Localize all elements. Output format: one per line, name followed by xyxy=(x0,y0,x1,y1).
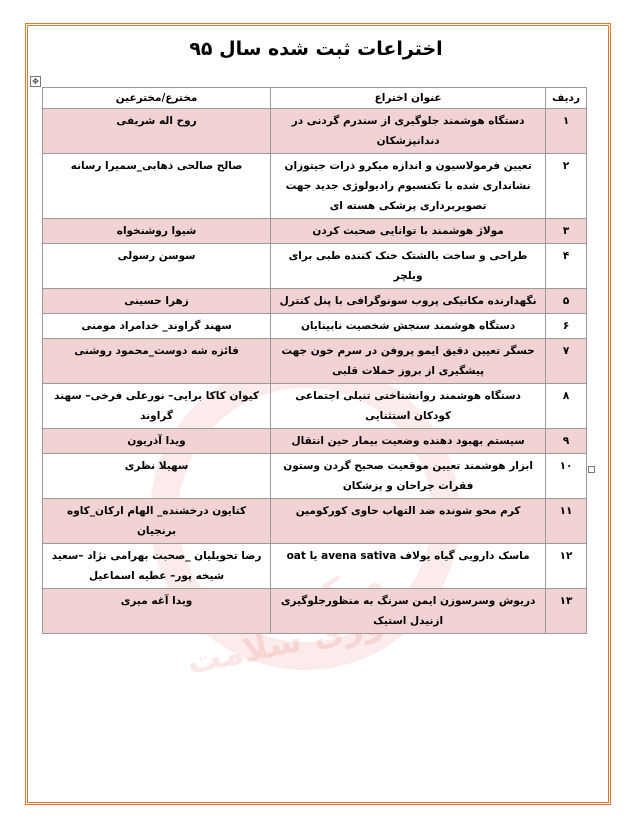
cell-invention: ماسک دارویی گیاه یولاف avena sativa یا o… xyxy=(270,543,547,589)
cell-index: ۶ xyxy=(545,313,587,339)
cell-index: ۱ xyxy=(545,108,587,154)
cell-invention: نگهدارنده مکانیکی پروب سونوگرافی با پنل … xyxy=(270,288,547,314)
cell-invention: ابزار هوشمند تعیین موقعیت صحیح گردن وستو… xyxy=(270,453,547,499)
cell-inventors: شیوا روشنخواه xyxy=(41,218,272,244)
cell-invention: حسگر تعیین دقیق ایمو پروفن در سرم خون جه… xyxy=(270,338,547,384)
page-title: اختراعات ثبت شده سال ۹۵ xyxy=(189,38,443,60)
cell-inventors: فائزه شه دوست_محمود روشنی xyxy=(41,338,272,384)
table-row: ۱۰ ابزار هوشمند تعیین موقعیت صحیح گردن وس… xyxy=(41,453,587,499)
cell-invention: دستگاه هوشمند سنجش شخصیت نابینایان xyxy=(270,313,547,339)
cell-invention: دستگاه هوشمند جلوگیری از سندرم گردنی در … xyxy=(270,108,547,154)
page-border xyxy=(25,23,611,805)
table-row: ۱۲ ماسک دارویی گیاه یولاف avena sativa یا… xyxy=(41,543,587,589)
table-row: ۲ تعیین فرمولاسیون و اندازه میکرو ذرات جی… xyxy=(41,153,587,219)
table-resize-handle[interactable] xyxy=(588,466,595,473)
table-row: ۱۳ دریوش وسرسوزن ایمن سرنگ به منظورجلوگیر… xyxy=(41,588,587,634)
table-row: ۷ حسگر تعیین دقیق ایمو پروفن در سرم خون ج… xyxy=(41,338,587,384)
cell-index: ۷ xyxy=(545,338,587,384)
table-row: ۴ طراحی و ساخت بالشتک خنک کننده طبی برای … xyxy=(41,243,587,289)
cell-invention: تعیین فرمولاسیون و اندازه میکرو ذرات جیت… xyxy=(270,153,547,219)
cell-index: ۳ xyxy=(545,218,587,244)
cell-index: ۱۲ xyxy=(545,543,587,589)
cell-index: ۸ xyxy=(545,383,587,429)
table-row: ۱ دستگاه هوشمند جلوگیری از سندرم گردنی در… xyxy=(41,108,587,154)
cell-inventors: ویدا آغه میری xyxy=(41,588,272,634)
cell-inventors: روح اله شریفی xyxy=(41,108,272,154)
header-inventors: مخترع/مخترعین xyxy=(41,87,272,109)
cell-invention: طراحی و ساخت بالشتک خنک کننده طبی برای و… xyxy=(270,243,547,289)
cell-inventors: رضا تحویلیان _صحبت بهرامی نژاد –سعید شیخ… xyxy=(41,543,272,589)
cell-inventors: سهند گراوند_ خدامراد مومنی xyxy=(41,313,272,339)
cell-index: ۱۳ xyxy=(545,588,587,634)
table-row: ۵ نگهدارنده مکانیکی پروب سونوگرافی با پنل… xyxy=(41,288,587,314)
table-move-handle-icon[interactable]: ✥ xyxy=(30,76,41,87)
table-row: ۸ دستگاه هوشمند روانشناختی تنبلی اجتماعی … xyxy=(41,383,587,429)
cell-inventors: ویدا آذریون xyxy=(41,428,272,454)
table-row: ۹ سیستم بهبود دهنده وضعیت بیمار حین انتقا… xyxy=(41,428,587,454)
table-row: ۳ مولاژ هوشمند با توانایی صحبت کردن شیوا ر… xyxy=(41,218,587,244)
table-header-row: ردیف عنوان اختراع مخترع/مخترعین xyxy=(41,87,587,109)
cell-invention: مولاژ هوشمند با توانایی صحبت کردن xyxy=(270,218,547,244)
cell-inventors: کتایون درخشنده_ الهام ارکان_کاوه برنجیان xyxy=(41,498,272,544)
cell-index: ۱۰ xyxy=(545,453,587,499)
cell-invention: سیستم بهبود دهنده وضعیت بیمار حین انتقال xyxy=(270,428,547,454)
cell-index: ۴ xyxy=(545,243,587,289)
table-row: ۱۱ کرم محو شونده ضد التهاب حاوی کورکومین ک… xyxy=(41,498,587,544)
header-invention: عنوان اختراع xyxy=(270,87,547,109)
inventions-table: ردیف عنوان اختراع مخترع/مخترعین ۱ دستگاه … xyxy=(41,87,587,634)
cell-index: ۲ xyxy=(545,153,587,219)
cell-inventors: کیوان کاکا برایی– نورعلی فرخی– سهند گراو… xyxy=(41,383,272,429)
cell-inventors: زهرا حسینی xyxy=(41,288,272,314)
cell-invention: دستگاه هوشمند روانشناختی تنبلی اجتماعی ک… xyxy=(270,383,547,429)
header-index: ردیف xyxy=(545,87,587,109)
cell-index: ۵ xyxy=(545,288,587,314)
table-row: ۶ دستگاه هوشمند سنجش شخصیت نابینایان سهند … xyxy=(41,313,587,339)
cell-invention: دریوش وسرسوزن ایمن سرنگ به منظورجلوگیری … xyxy=(270,588,547,634)
cell-inventors: سوسن رسولی xyxy=(41,243,272,289)
cell-inventors: صالح صالحی ذهابی_سمیرا رسانه xyxy=(41,153,272,219)
cell-index: ۹ xyxy=(545,428,587,454)
cell-inventors: سهیلا نظری xyxy=(41,453,272,499)
cell-invention: کرم محو شونده ضد التهاب حاوی کورکومین xyxy=(270,498,547,544)
cell-index: ۱۱ xyxy=(545,498,587,544)
